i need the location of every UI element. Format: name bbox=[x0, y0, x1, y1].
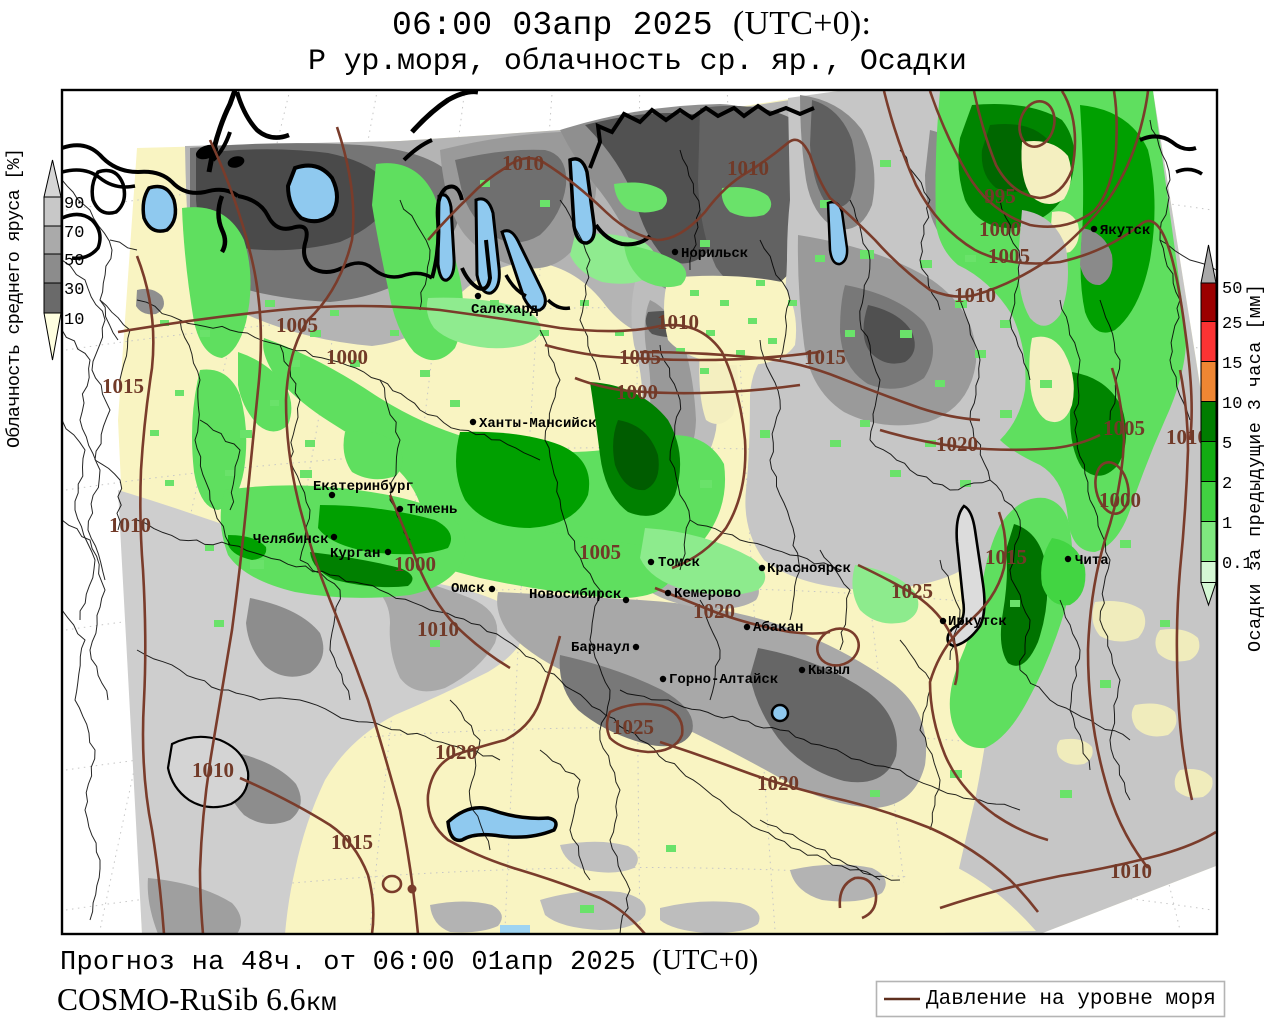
svg-text:1020: 1020 bbox=[693, 599, 735, 623]
svg-text:5: 5 bbox=[1222, 435, 1232, 454]
svg-text:1015: 1015 bbox=[985, 545, 1027, 569]
svg-text:1025: 1025 bbox=[612, 715, 654, 739]
svg-text:1005: 1005 bbox=[1103, 416, 1145, 440]
svg-text:995: 995 bbox=[984, 184, 1016, 208]
svg-text:1000: 1000 bbox=[979, 217, 1021, 241]
svg-text:70: 70 bbox=[64, 224, 84, 243]
svg-text:Иркутск: Иркутск bbox=[948, 614, 1007, 630]
svg-text:1000: 1000 bbox=[394, 552, 436, 576]
svg-text:10: 10 bbox=[64, 311, 84, 330]
svg-text:50: 50 bbox=[64, 252, 84, 271]
svg-text:1020: 1020 bbox=[936, 432, 978, 456]
svg-text:1015: 1015 bbox=[102, 374, 144, 398]
svg-text:30: 30 bbox=[64, 281, 84, 300]
svg-text:1005: 1005 bbox=[276, 313, 318, 337]
svg-text:Новосибирск: Новосибирск bbox=[529, 587, 621, 603]
svg-text:Курган: Курган bbox=[330, 546, 380, 562]
svg-text:1005: 1005 bbox=[988, 244, 1030, 268]
svg-text:1010: 1010 bbox=[417, 617, 459, 641]
svg-text:Абакан: Абакан bbox=[753, 620, 803, 636]
svg-text:1000: 1000 bbox=[326, 345, 368, 369]
svg-text:Томск: Томск bbox=[658, 555, 700, 571]
svg-text:Омск: Омск bbox=[451, 581, 485, 597]
svg-text:1010: 1010 bbox=[192, 758, 234, 782]
svg-text:Прогноз на 48ч. от 06:00 01апр: Прогноз на 48ч. от 06:00 01апр 2025 (UTC… bbox=[60, 945, 759, 978]
svg-text:Кызыл: Кызыл bbox=[808, 663, 850, 679]
svg-text:Горно-Алтайск: Горно-Алтайск bbox=[669, 672, 778, 688]
svg-text:1000: 1000 bbox=[616, 380, 658, 404]
svg-text:06:00 03апр 2025 (UTC+0):: 06:00 03апр 2025 (UTC+0): bbox=[392, 5, 871, 44]
svg-text:Барнаул: Барнаул bbox=[571, 640, 630, 656]
svg-text:15: 15 bbox=[1222, 355, 1242, 374]
svg-text:1010: 1010 bbox=[502, 151, 544, 175]
svg-text:Норильск: Норильск bbox=[681, 246, 748, 262]
svg-text:Салехард: Салехард bbox=[471, 302, 539, 318]
svg-text:1010: 1010 bbox=[109, 513, 151, 537]
svg-text:1010: 1010 bbox=[727, 156, 769, 180]
svg-text:1010: 1010 bbox=[1110, 859, 1152, 883]
svg-text:Тюмень: Тюмень bbox=[407, 502, 457, 518]
svg-text:10: 10 bbox=[1222, 395, 1242, 414]
svg-text:Ханты-Мансийск: Ханты-Мансийск bbox=[479, 416, 597, 432]
svg-text:1: 1 bbox=[1222, 515, 1232, 534]
svg-text:1020: 1020 bbox=[435, 740, 477, 764]
svg-text:Давление на уровне моря: Давление на уровне моря bbox=[926, 988, 1216, 1011]
svg-text:1005: 1005 bbox=[619, 345, 661, 369]
svg-text:25: 25 bbox=[1222, 315, 1242, 334]
svg-text:Челябинск: Челябинск bbox=[253, 532, 329, 548]
svg-text:Чита: Чита bbox=[1075, 553, 1109, 569]
svg-text:1010: 1010 bbox=[954, 283, 996, 307]
svg-text:1005: 1005 bbox=[579, 540, 621, 564]
svg-text:Якутск: Якутск bbox=[1100, 223, 1150, 239]
svg-text:Осадки за предыдущие 3 часа [м: Осадки за предыдущие 3 часа [мм] bbox=[1245, 284, 1266, 652]
svg-text:1025: 1025 bbox=[891, 579, 933, 603]
svg-text:COSMO-RuSib 6.6км: COSMO-RuSib 6.6км bbox=[57, 982, 337, 1018]
svg-text:Кемерово: Кемерово bbox=[674, 586, 741, 602]
svg-text:1020: 1020 bbox=[757, 771, 799, 795]
svg-text:1000: 1000 bbox=[1099, 488, 1141, 512]
svg-text:1010: 1010 bbox=[657, 310, 699, 334]
svg-text:50: 50 bbox=[1222, 280, 1242, 299]
svg-text:Екатеринбург: Екатеринбург bbox=[313, 479, 414, 495]
svg-text:Красноярск: Красноярск bbox=[767, 561, 851, 577]
svg-text:90: 90 bbox=[64, 195, 84, 214]
svg-text:1015: 1015 bbox=[331, 830, 373, 854]
svg-text:0.1: 0.1 bbox=[1222, 555, 1253, 574]
svg-text:Р ур.моря, облачность ср. яр.,: Р ур.моря, облачность ср. яр., Осадки bbox=[308, 45, 967, 79]
svg-text:2: 2 bbox=[1222, 475, 1232, 494]
svg-text:Облачность среднего яруса [%]: Облачность среднего яруса [%] bbox=[4, 148, 25, 448]
svg-text:1015: 1015 bbox=[804, 345, 846, 369]
